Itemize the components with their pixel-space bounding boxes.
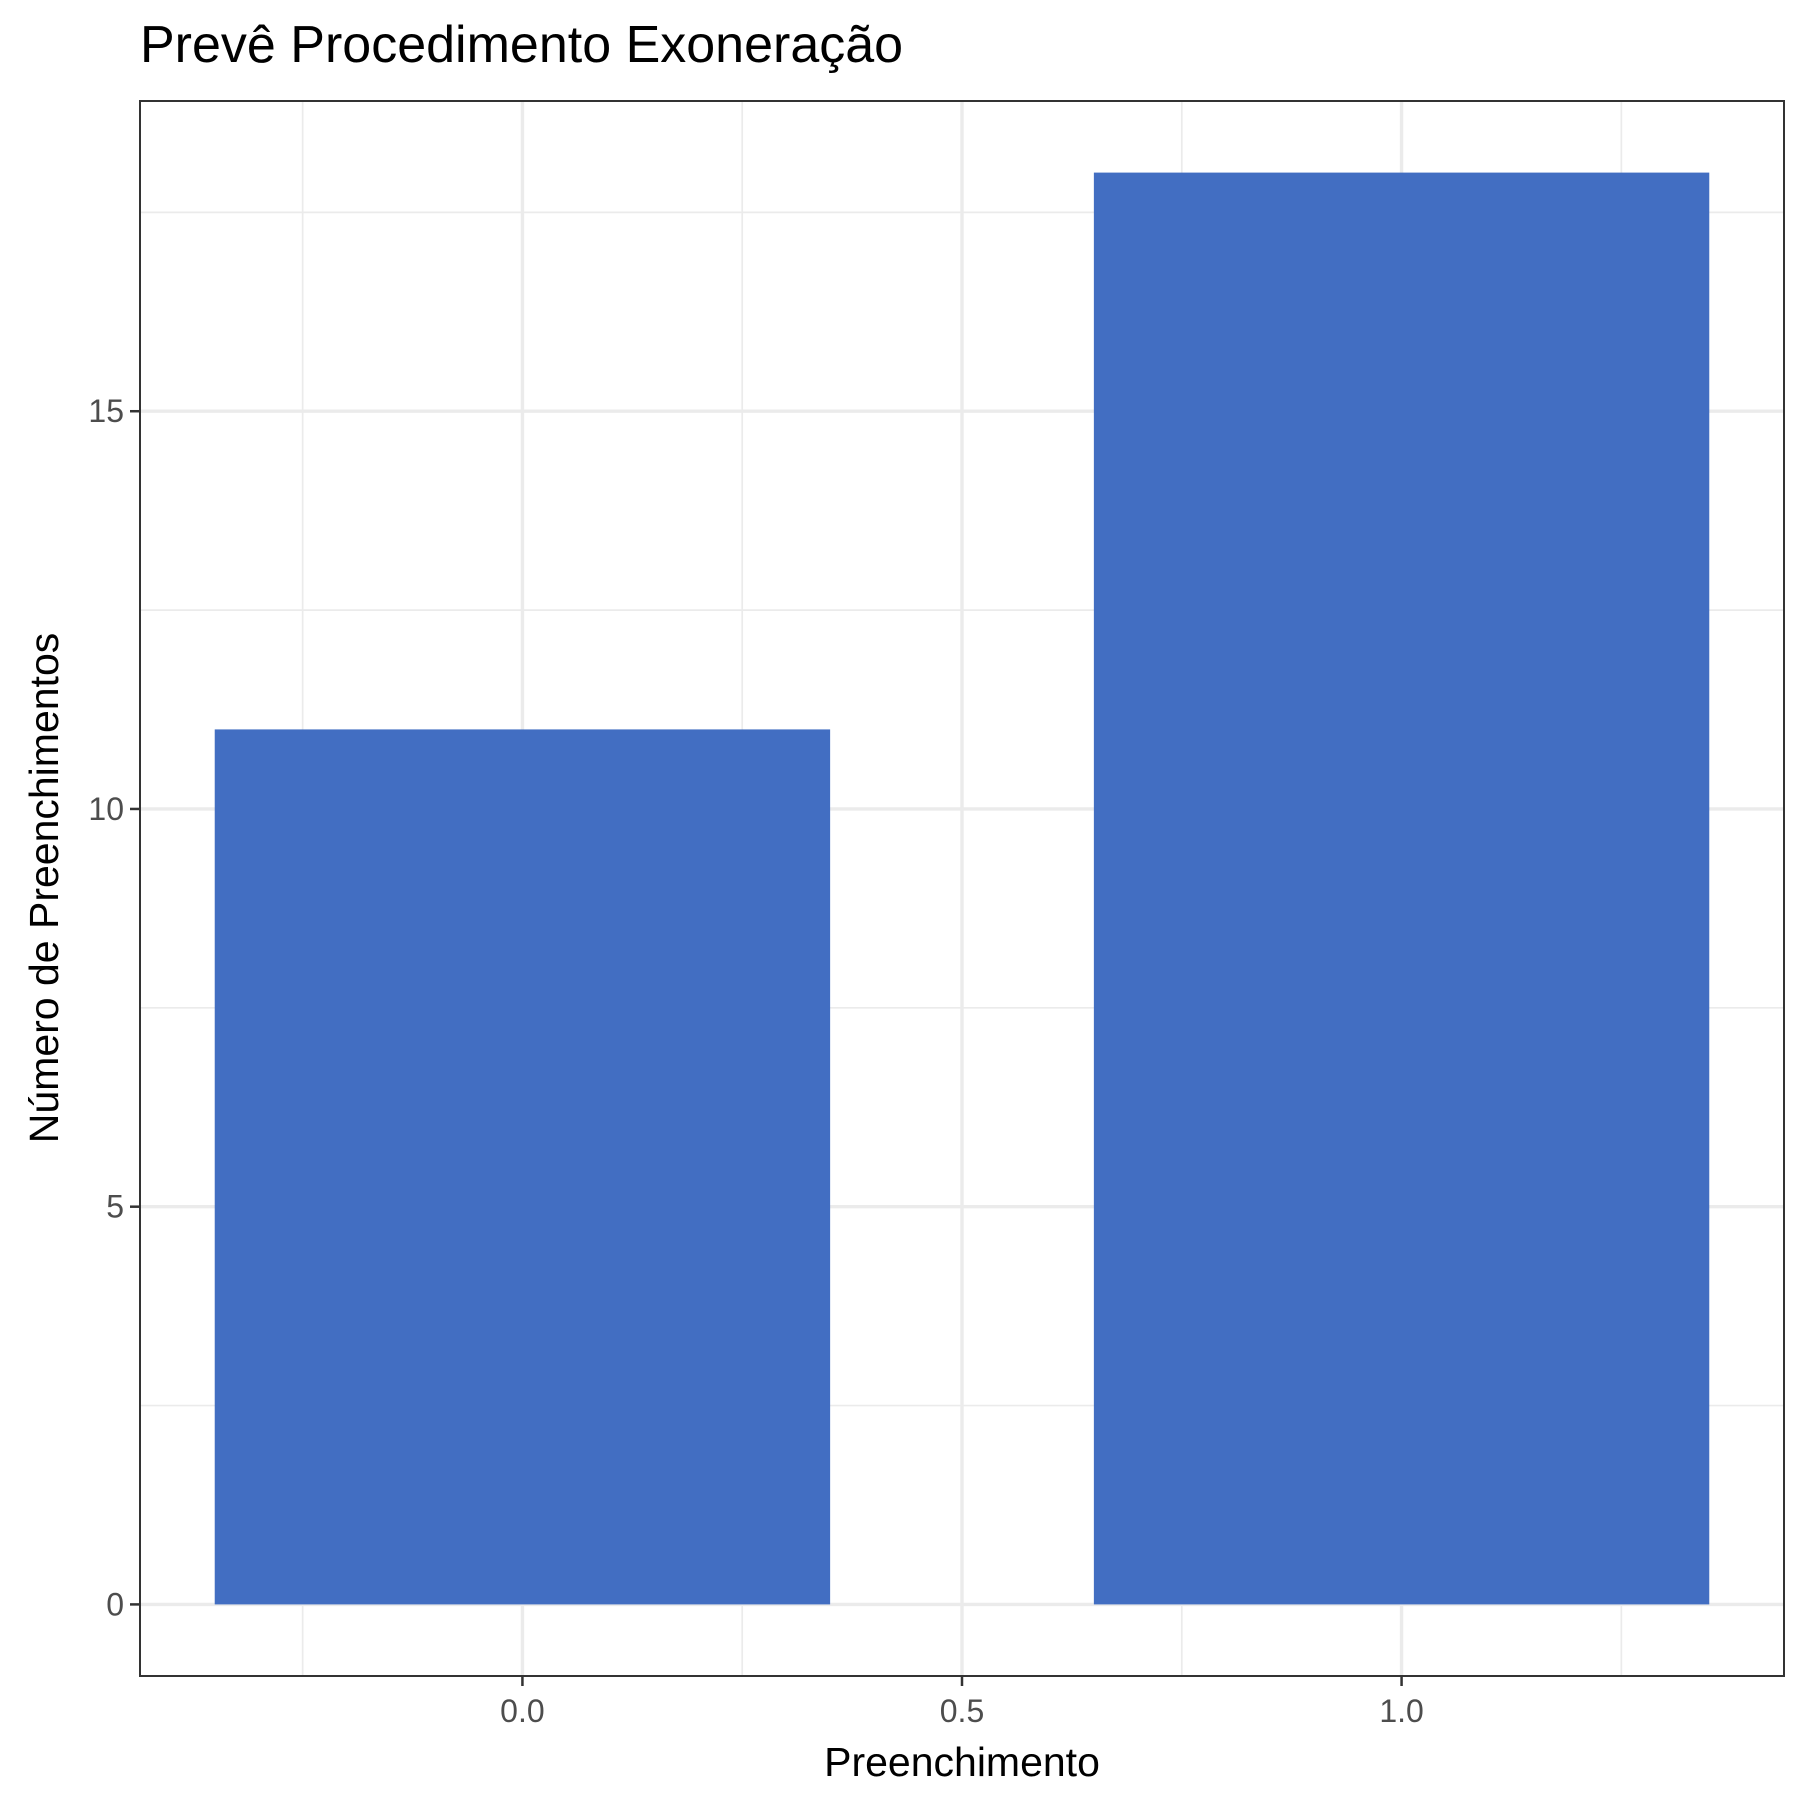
bar-1 <box>1093 172 1710 1605</box>
y-tick-label: 15 <box>88 393 124 429</box>
bar-0 <box>214 729 831 1605</box>
x-tick-label: 0.5 <box>940 1693 984 1729</box>
x-axis-title: Preenchimento <box>824 1739 1100 1785</box>
chart-title: Prevê Procedimento Exoneração <box>140 16 903 74</box>
x-axis-ticks: 0.0 0.5 1.0 <box>500 1676 1424 1729</box>
y-axis-ticks: 0 5 10 15 <box>88 393 140 1622</box>
y-tick-label: 0 <box>106 1586 124 1622</box>
bars <box>214 172 1710 1605</box>
x-tick-label: 0.0 <box>500 1693 544 1729</box>
y-tick-label: 5 <box>106 1189 124 1225</box>
y-axis-title: Número de Preenchimentos <box>21 633 67 1143</box>
y-tick-label: 10 <box>88 791 124 827</box>
x-tick-label: 1.0 <box>1379 1693 1423 1729</box>
